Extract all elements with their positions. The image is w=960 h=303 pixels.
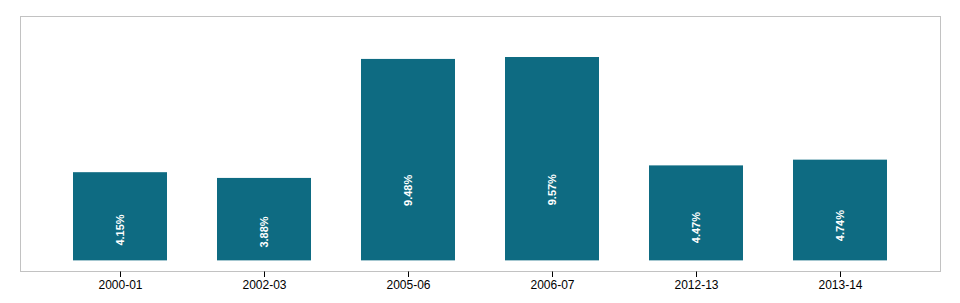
svg-text:4.47%: 4.47%	[690, 212, 702, 243]
svg-text:2012-13: 2012-13	[674, 278, 718, 292]
svg-text:3.88%: 3.88%	[258, 216, 270, 247]
svg-text:9.48%: 9.48%	[402, 175, 414, 206]
svg-text:2005-06: 2005-06	[386, 278, 430, 292]
svg-text:9.57%: 9.57%	[546, 174, 558, 205]
svg-text:2013-14: 2013-14	[818, 278, 862, 292]
svg-text:4.15%: 4.15%	[114, 214, 126, 245]
svg-text:2002-03: 2002-03	[242, 278, 286, 292]
svg-text:2006-07: 2006-07	[530, 278, 574, 292]
svg-text:4.74%: 4.74%	[834, 210, 846, 241]
svg-text:2000-01: 2000-01	[98, 278, 142, 292]
